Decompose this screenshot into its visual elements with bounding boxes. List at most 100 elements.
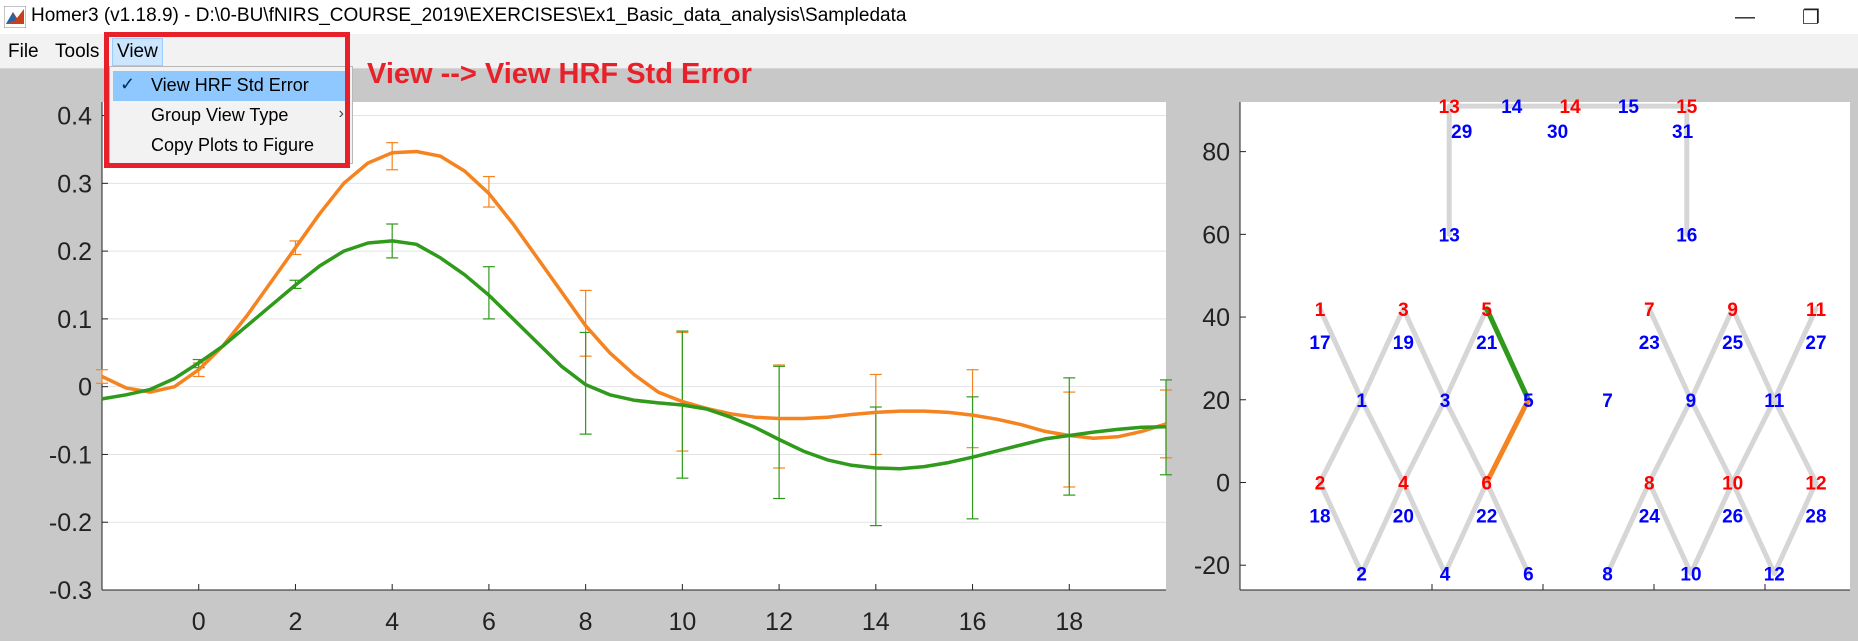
- menu-item-label: Copy Plots to Figure: [151, 135, 315, 155]
- source-label: 13: [1439, 97, 1460, 118]
- x-tick-label: 10: [668, 608, 696, 636]
- x-tick-label: 18: [1055, 608, 1083, 636]
- annotation-text: View --> View HRF Std Error: [367, 58, 752, 90]
- channel-line: [1688, 397, 1736, 485]
- channel-line: [1646, 306, 1694, 403]
- channel-line: [1442, 479, 1490, 576]
- x-tick-label: 6: [482, 608, 496, 636]
- source-label: 12: [1805, 473, 1826, 494]
- detector-label: 19: [1393, 333, 1414, 354]
- restore-button[interactable]: ❐: [1788, 0, 1834, 34]
- channel-line: [1359, 306, 1406, 403]
- channel-line: [1730, 397, 1777, 485]
- menu-view[interactable]: View: [112, 38, 163, 66]
- menu-item-copy-plots[interactable]: Copy Plots to Figure: [110, 131, 352, 161]
- submenu-arrow-icon: ›: [338, 105, 344, 122]
- restore-icon: ❐: [1802, 6, 1820, 29]
- source-label: 14: [1560, 97, 1582, 118]
- source-label: 1: [1315, 300, 1326, 321]
- detector-label: 1: [1356, 391, 1367, 412]
- menu-item-label: View HRF Std Error: [151, 75, 309, 95]
- view-menu-dropdown: ✓ View HRF Std Error Group View Type › C…: [109, 66, 353, 164]
- channel-line: [1771, 479, 1819, 576]
- hrf-line-green: [101, 239, 1167, 471]
- detector-label: 29: [1451, 122, 1472, 143]
- checkmark-icon: ✓: [120, 74, 136, 94]
- x-tick-label: 14: [862, 608, 890, 636]
- channel-line: [1400, 479, 1448, 576]
- title-bar: Homer3 (v1.18.9) - D:\0-BU\fNIRS_COURSE_…: [0, 0, 1858, 34]
- detector-label: 11: [1764, 391, 1785, 412]
- y-tick-label: 0.2: [57, 238, 92, 266]
- detector-label: 24: [1639, 507, 1661, 528]
- matlab-icon: [4, 6, 26, 28]
- window-title: Homer3 (v1.18.9) - D:\0-BU\fNIRS_COURSE_…: [31, 5, 907, 26]
- detector-label: 3: [1440, 391, 1451, 412]
- channel-line: [1771, 306, 1819, 403]
- x-tick-label: 12: [765, 608, 793, 636]
- probe-area: [1240, 102, 1850, 590]
- detector-label: 27: [1805, 333, 1826, 354]
- channel-line: [1484, 397, 1531, 485]
- detector-label: 23: [1639, 333, 1660, 354]
- detector-label: 10: [1680, 564, 1701, 585]
- detector-label: 13: [1439, 225, 1460, 246]
- x-tick-label: 16: [959, 608, 987, 636]
- y-tick-label: 60: [1202, 221, 1230, 249]
- channel-line: [1646, 397, 1694, 485]
- x-tick-label: 2: [289, 608, 303, 636]
- menu-item-view-hrf-std-error[interactable]: ✓ View HRF Std Error: [113, 71, 349, 101]
- source-label: 6: [1481, 473, 1492, 494]
- detector-label: 25: [1722, 333, 1744, 354]
- detector-label: 4: [1440, 564, 1451, 585]
- menu-bar: File Tools View: [0, 34, 1858, 69]
- source-label: 9: [1727, 300, 1738, 321]
- minimize-button[interactable]: —: [1722, 0, 1768, 34]
- source-label: 5: [1481, 300, 1492, 321]
- source-label: 15: [1676, 97, 1698, 118]
- plot-area: [102, 102, 1166, 590]
- detector-label: 8: [1602, 564, 1613, 585]
- hrf-line-orange: [101, 149, 1167, 440]
- y-tick-label: 0.3: [57, 170, 92, 198]
- y-tick-label: -0.3: [49, 577, 92, 605]
- y-tick-label: 40: [1202, 304, 1230, 332]
- y-tick-label: -0.1: [49, 441, 92, 469]
- channel-line: [1646, 479, 1694, 576]
- detector-label: 17: [1309, 333, 1330, 354]
- detector-label: 21: [1476, 333, 1498, 354]
- channel-line: [1442, 397, 1490, 485]
- detector-label: 14: [1501, 97, 1523, 118]
- channel-line: [1688, 479, 1736, 576]
- source-label: 8: [1644, 473, 1655, 494]
- channel-line: [1730, 306, 1777, 403]
- y-tick-label: 20: [1202, 387, 1230, 415]
- detector-label: 22: [1476, 507, 1497, 528]
- channel-line: [1400, 397, 1448, 485]
- channel-line: [1605, 479, 1652, 576]
- menu-item-group-view-type[interactable]: Group View Type ›: [110, 101, 352, 131]
- hrf-plot: -0.3 -0.2 -0.1 0 0.1 0.2 0.3 0.4 0 2 4 6 8 10 12 14 16 18: [49, 102, 1172, 636]
- detector-label: 6: [1523, 564, 1534, 585]
- menu-tools[interactable]: Tools: [55, 41, 100, 62]
- channel-line: [1771, 397, 1819, 485]
- y-tick-label: 0.1: [57, 306, 92, 334]
- menu-file[interactable]: File: [8, 41, 39, 62]
- channel-line: [1484, 306, 1531, 403]
- menu-item-label: Group View Type: [151, 105, 289, 125]
- x-tick-label: 8: [579, 608, 593, 636]
- detector-label: 20: [1393, 507, 1414, 528]
- detector-label: 16: [1676, 225, 1697, 246]
- source-label: 2: [1315, 473, 1326, 494]
- x-tick-label: 0: [192, 608, 206, 636]
- channel-line: [1484, 479, 1531, 576]
- y-tick-label: 80: [1202, 139, 1230, 167]
- detector-label: 26: [1722, 507, 1743, 528]
- source-label: 4: [1398, 473, 1409, 494]
- detector-label: 18: [1309, 507, 1330, 528]
- detector-label: 30: [1547, 122, 1568, 143]
- detector-label: 12: [1764, 564, 1785, 585]
- channel-line: [1442, 306, 1490, 403]
